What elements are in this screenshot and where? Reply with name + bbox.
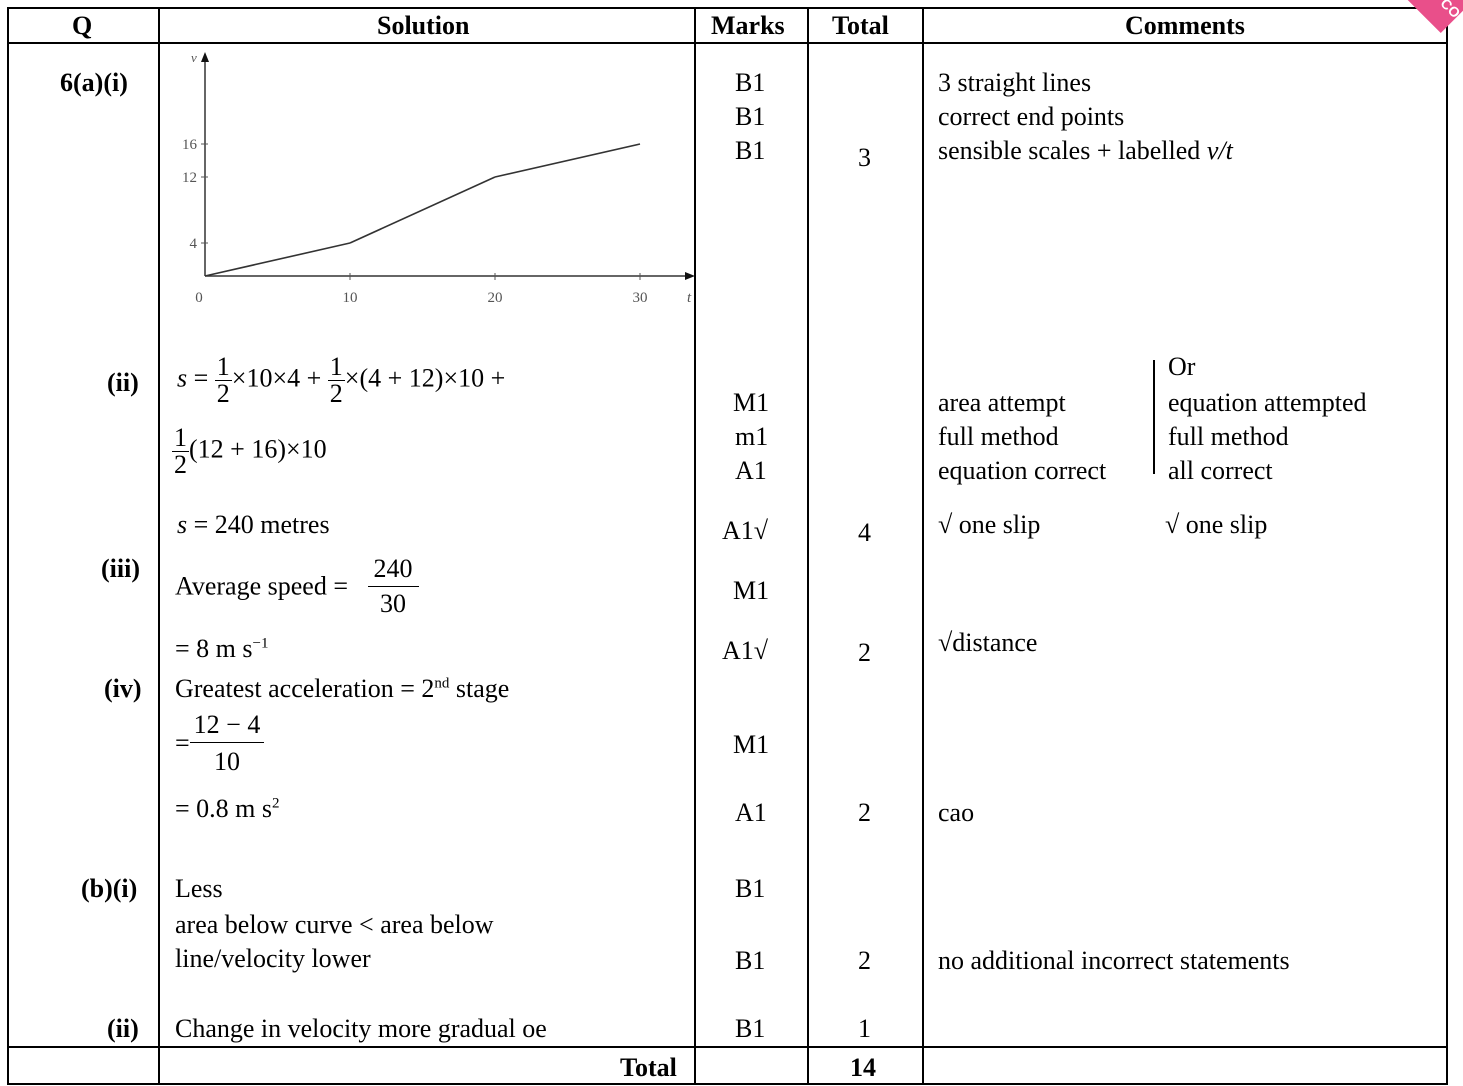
header-q: Q [72,11,93,40]
comment-6bi: no additional incorrect statements [938,946,1290,975]
marks-6aiii-1: M1 [733,576,770,605]
comment-6aii-left-1: area attempt [938,388,1066,417]
marks-6ai-2: B1 [735,102,766,131]
velocity-segment [349,176,496,244]
comment-6aiii: √distance [938,628,1038,657]
footer-total-label: Total [620,1053,677,1082]
y-tick-label: 16 [182,137,198,153]
comment-6aii-left-2: full method [938,422,1059,451]
total-6aiv: 2 [858,798,871,827]
q-label-6bii: (ii) [107,1014,139,1043]
comment-6ai-1: 3 straight lines [938,68,1092,97]
footer-divider [7,1046,1448,1048]
comment-6aii-right-1: equation attempted [1168,388,1367,417]
solution-6aii-line1: s = 1 2 ×10×4 + 1 2 ×(4 + 12)×10 + [177,352,506,408]
col-border-left [7,7,9,1085]
comment-6ai-3: sensible scales + labelled v/t [938,136,1233,165]
velocity-segment [204,242,351,277]
y-tick-label: 4 [190,236,198,252]
header-marks: Marks [711,11,785,40]
solution-6aiii-line1: Average speed = 240 30 [175,556,419,617]
q-label-6aiv: (iv) [104,674,142,703]
or-divider [1153,360,1155,474]
header-solution: Solution [377,11,470,40]
solution-6aiv-result: = 0.8 m s2 [175,794,280,823]
y-axis-arrow [201,52,209,62]
col-border-right [1446,7,1448,1085]
comment-6aii-or: Or [1168,352,1196,381]
q-label-6aii: (ii) [107,368,139,397]
q-label-6bi: (b)(i) [81,874,138,903]
q-label-6aiii: (iii) [101,554,140,583]
header-comments: Comments [1125,11,1245,40]
comment-6aii-right-4: √ one slip [1165,510,1268,539]
marks-6ai-1: B1 [735,68,766,97]
marks-6bi-2: B1 [735,946,766,975]
x-axis-arrow [685,272,695,280]
marks-6aii-2: m1 [735,422,769,451]
x-axis-label: t [687,290,692,306]
q-label-6ai: 6(a)(i) [60,68,128,97]
velocity-time-graph: v t 4 12 16 0 10 20 30 [182,50,695,306]
marks-6ai-3: B1 [735,136,766,165]
comment-6aiv: cao [938,798,975,827]
total-6aiii: 2 [858,638,871,667]
col-border-q [158,7,160,1085]
comment-6aii-right-2: full method [1168,422,1289,451]
marks-6aii-3: A1 [735,456,767,485]
col-border-solution [694,7,696,1085]
x-tick-label: 30 [633,290,648,306]
marks-6aii-1: M1 [733,388,770,417]
x-tick-label: 0 [195,290,203,306]
x-tick-label: 20 [488,290,503,306]
marks-6aiii-2: A1√ [722,636,769,665]
solution-6bi-line3: line/velocity lower [175,944,371,973]
comment-6aii-left-4: √ one slip [938,510,1041,539]
solution-6bi-line1: Less [175,874,223,903]
solution-6aiii-result: = 8 m s−1 [175,634,269,663]
x-tick-label: 10 [343,290,358,306]
solution-6bii: Change in velocity more gradual oe [175,1014,547,1043]
y-axis-label: v [191,50,197,65]
total-6ai: 3 [858,143,871,172]
comment-6aii-right-3: all correct [1168,456,1273,485]
marks-6aiv-2: A1 [735,798,767,827]
marks-6bi-1: B1 [735,874,766,903]
col-border-total [922,7,924,1085]
marks-6aii-4: A1√ [722,516,769,545]
total-6aii: 4 [858,518,871,547]
marks-6bii: B1 [735,1014,766,1043]
total-6bii: 1 [858,1014,871,1043]
solution-6bi-line2: area below curve < area below [175,910,494,939]
header-divider [7,42,1448,44]
comment-6aii-left-3: equation correct [938,456,1107,485]
velocity-segment [494,143,641,178]
total-6bi: 2 [858,946,871,975]
y-tick-label: 12 [182,170,197,186]
table-bottom-border [7,1083,1448,1085]
comment-6ai-2: correct end points [938,102,1125,131]
solution-6aii-line3: s = 240 metres [177,510,330,539]
header-total: Total [832,11,889,40]
solution-6aiv-line2: = 12 − 4 10 [175,712,265,775]
footer-total-value: 14 [850,1053,876,1082]
table-top-border [7,7,1448,9]
solution-6aii-line2: 1 2 (12 + 16)×10 [172,423,327,479]
corner-badge: CO [1403,0,1463,60]
col-border-marks [807,7,809,1085]
solution-6aiv-line1: Greatest acceleration = 2nd stage [175,674,510,703]
marks-6aiv-1: M1 [733,730,770,759]
